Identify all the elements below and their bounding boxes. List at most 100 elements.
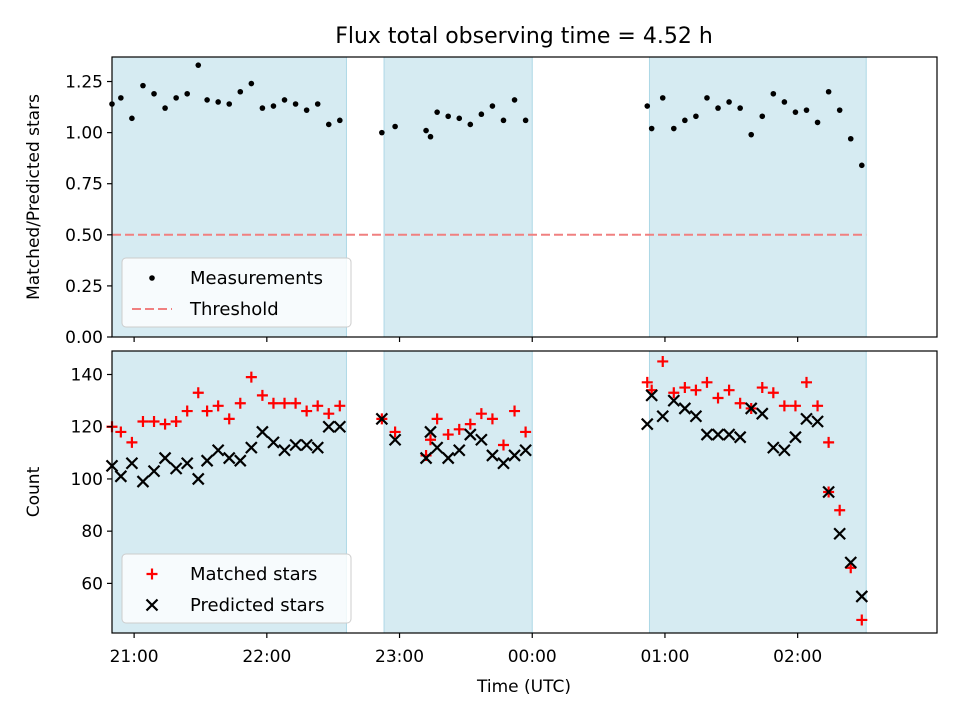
data-point <box>497 457 510 470</box>
data-point <box>226 101 233 107</box>
data-point <box>489 103 496 109</box>
data-point <box>245 371 257 383</box>
data-point <box>712 392 724 404</box>
data-point <box>711 428 725 441</box>
data-point <box>323 408 335 420</box>
data-point <box>325 121 332 128</box>
data-point <box>170 416 182 427</box>
bottom-panel-count: 60 80 100 120 140 21:00 22:00 23:00 00:00 01:00 02… <box>24 350 938 667</box>
data-point <box>508 449 521 462</box>
data-point <box>441 451 455 465</box>
data-point <box>256 389 268 401</box>
observing-window <box>383 56 533 338</box>
data-point <box>792 109 799 115</box>
legend-label: Threshold <box>189 299 279 320</box>
data-point <box>290 397 302 409</box>
data-point <box>211 443 225 457</box>
data-point <box>181 405 193 417</box>
data-point <box>497 439 509 451</box>
data-point <box>803 107 810 113</box>
data-point <box>278 443 291 457</box>
data-point <box>158 451 172 465</box>
series-measurements <box>109 62 865 169</box>
legend-swatch <box>145 598 159 612</box>
data-point <box>234 454 247 467</box>
data-point <box>300 438 313 452</box>
data-point <box>667 394 681 407</box>
x-tick-label: 02:00 <box>773 647 822 667</box>
data-point <box>781 99 788 105</box>
data-point <box>756 382 768 394</box>
data-point <box>114 470 128 483</box>
data-point <box>836 107 843 113</box>
data-point <box>192 387 204 399</box>
x-tick-label: 01:00 <box>640 647 689 667</box>
data-point <box>281 97 288 103</box>
data-point <box>737 105 743 111</box>
data-point <box>778 443 791 457</box>
data-point <box>314 101 321 107</box>
data-point <box>678 402 692 415</box>
y-axis-label: Matched/Predicted stars <box>24 94 44 300</box>
data-point <box>442 429 454 441</box>
data-point <box>389 426 401 438</box>
data-point <box>478 111 485 118</box>
y-tick-label: 120 <box>71 418 103 438</box>
data-point <box>648 125 655 132</box>
data-point <box>200 454 214 467</box>
x-axis-label: Time (UTC) <box>476 677 571 697</box>
data-point <box>267 397 279 409</box>
x-tick-label: 23:00 <box>375 647 424 667</box>
data-point <box>311 441 324 454</box>
data-point <box>392 123 398 130</box>
data-point <box>430 441 444 454</box>
data-point <box>644 103 651 109</box>
data-point <box>464 418 476 430</box>
data-point <box>800 412 813 426</box>
data-point <box>767 387 779 399</box>
axes-frame <box>111 56 938 338</box>
data-point <box>844 556 858 569</box>
data-point <box>195 62 202 68</box>
data-point <box>744 402 758 415</box>
legend-label: Predicted stars <box>190 595 324 616</box>
data-point <box>223 413 235 425</box>
data-point <box>726 99 732 105</box>
data-point <box>237 88 244 95</box>
data-point <box>701 376 713 388</box>
data-point <box>248 80 255 87</box>
data-point <box>292 101 299 107</box>
legend: Matched stars Predicted stars <box>121 553 352 624</box>
y-tick-label: 0.25 <box>65 277 103 297</box>
data-point <box>856 614 868 626</box>
data-point <box>270 103 277 109</box>
data-point <box>733 430 747 444</box>
data-point <box>509 405 521 417</box>
data-point <box>337 117 343 124</box>
data-point <box>755 407 769 420</box>
legend-label: Measurements <box>190 268 323 289</box>
data-point <box>520 426 532 438</box>
observing-window <box>648 56 867 338</box>
data-point <box>689 410 703 423</box>
data-point <box>334 400 346 412</box>
data-point <box>693 113 699 120</box>
data-point <box>823 436 835 448</box>
data-point <box>322 420 336 433</box>
data-point <box>690 384 702 396</box>
data-point <box>486 413 498 425</box>
data-point <box>136 475 150 488</box>
y-tick-label: 80 <box>81 522 103 542</box>
data-point <box>467 121 474 128</box>
data-point <box>279 397 291 409</box>
data-point <box>825 88 832 95</box>
data-point <box>379 129 385 136</box>
data-point <box>424 434 436 446</box>
data-point <box>212 400 224 412</box>
data-point <box>656 410 670 423</box>
data-point <box>475 408 487 420</box>
data-point <box>301 405 313 417</box>
data-point <box>812 400 824 412</box>
data-point <box>464 428 477 441</box>
